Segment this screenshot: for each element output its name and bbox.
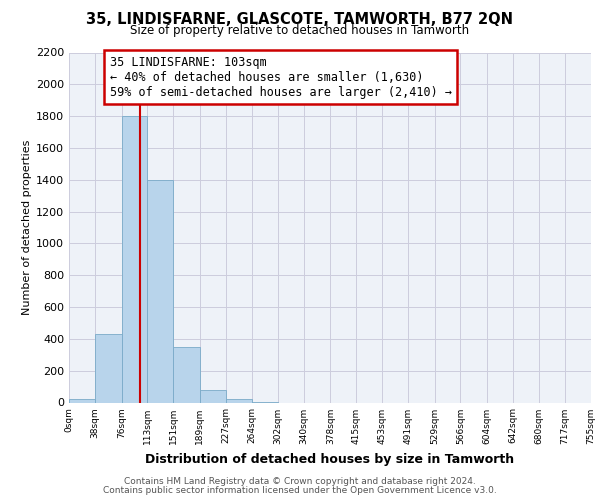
Bar <box>226 398 251 402</box>
Bar <box>122 116 147 403</box>
Bar <box>200 390 226 402</box>
Bar <box>69 400 95 402</box>
Text: Distribution of detached houses by size in Tamworth: Distribution of detached houses by size … <box>145 452 515 466</box>
Text: 35, LINDISFARNE, GLASCOTE, TAMWORTH, B77 2QN: 35, LINDISFARNE, GLASCOTE, TAMWORTH, B77… <box>86 12 514 28</box>
Bar <box>147 180 173 402</box>
Bar <box>95 334 122 402</box>
Text: 35 LINDISFARNE: 103sqm
← 40% of detached houses are smaller (1,630)
59% of semi-: 35 LINDISFARNE: 103sqm ← 40% of detached… <box>110 56 452 98</box>
Y-axis label: Number of detached properties: Number of detached properties <box>22 140 32 315</box>
Text: Size of property relative to detached houses in Tamworth: Size of property relative to detached ho… <box>130 24 470 37</box>
Text: Contains HM Land Registry data © Crown copyright and database right 2024.: Contains HM Land Registry data © Crown c… <box>124 477 476 486</box>
Text: Contains public sector information licensed under the Open Government Licence v3: Contains public sector information licen… <box>103 486 497 495</box>
Bar <box>173 347 200 403</box>
